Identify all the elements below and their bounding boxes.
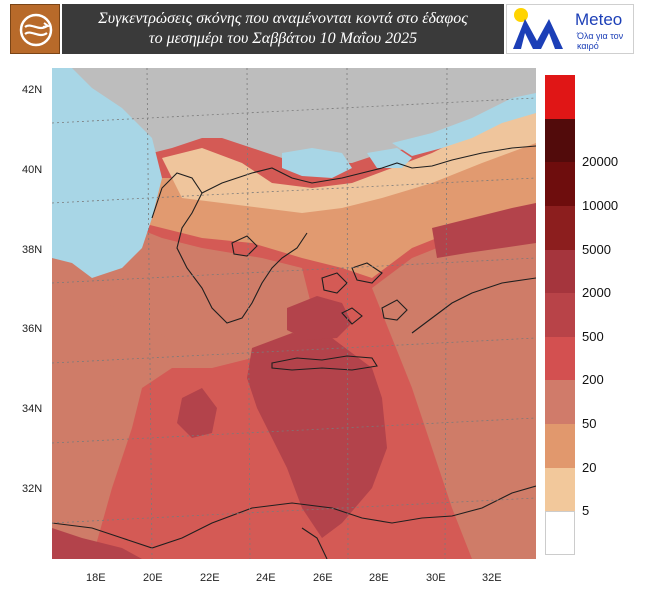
dust-layer-500 [177,388,217,438]
lon-label: 18E [86,572,106,584]
legend-swatch [545,336,575,381]
legend-swatch [545,424,575,468]
sea-marmara [282,148,352,178]
legend-label: 20000 [582,154,619,170]
brand-tagline: Όλα για τον καιρό [577,31,624,51]
legend-swatch [545,467,575,512]
legend-label: 2000 [582,285,611,301]
legend-label: 5000 [582,241,611,257]
title-line-2: το μεσημέρι του Σαββάτου 10 Μαΐου 2025 [148,30,418,47]
lon-label: 28E [369,572,389,584]
dust-concentration-map [52,68,536,559]
dust-layer-50 [372,208,536,559]
dust-swirl-icon [10,4,60,54]
dust-layer-50 [52,218,312,559]
lat-label: 32N [22,483,43,495]
lon-label: 32E [482,572,502,584]
sea-north-aegean [367,148,412,168]
brand-name: Meteo [575,10,623,29]
legend-swatch [545,511,575,555]
legend-label: 10000 [582,197,619,213]
dust-layer-5 [162,108,536,213]
legend-swatch [545,75,575,119]
legend-label: 200 [582,372,604,388]
legend-label: 5 [582,503,590,519]
lon-label: 20E [143,572,163,584]
header-bar: Συγκεντρώσεις σκόνης που αναμένονται κον… [10,4,634,54]
title-line-1: Συγκεντρώσεις σκόνης που αναμένονται κον… [98,10,468,27]
graticule [52,68,536,559]
dust-layer-500 [247,333,387,538]
meteo-m-logo-icon [513,8,563,49]
lon-label: 26E [313,572,333,584]
lat-label: 40N [22,164,43,176]
dust-layer-500 [287,296,352,340]
legend-swatch [545,118,575,163]
legend-label: 500 [582,328,604,344]
lat-label: 42N [22,84,43,96]
lon-label: 30E [426,572,446,584]
lat-label: 34N [22,403,43,415]
lon-label: 22E [200,572,220,584]
legend-label: 50 [582,416,597,432]
map-title: Συγκεντρώσεις σκόνης που αναμένονται κον… [62,4,504,54]
legend-label: 20 [582,459,597,475]
dust-layer-500 [52,528,142,559]
dust-layer-50 [52,278,172,438]
dust-layer-500 [432,203,536,258]
sea-black [392,93,536,156]
legend-swatch [545,249,575,294]
legend-swatch [545,162,575,206]
legend-swatch [545,293,575,337]
lat-label: 38N [22,244,43,256]
brand-logo: Meteo Όλα για τον καιρό [506,4,634,54]
lat-label: 36N [22,323,43,335]
legend-swatch [545,205,575,250]
sea-adriatic [52,68,162,278]
lon-label: 24E [256,572,276,584]
legend-swatch [545,380,575,425]
color-legend [545,75,575,555]
coastlines [52,145,536,559]
